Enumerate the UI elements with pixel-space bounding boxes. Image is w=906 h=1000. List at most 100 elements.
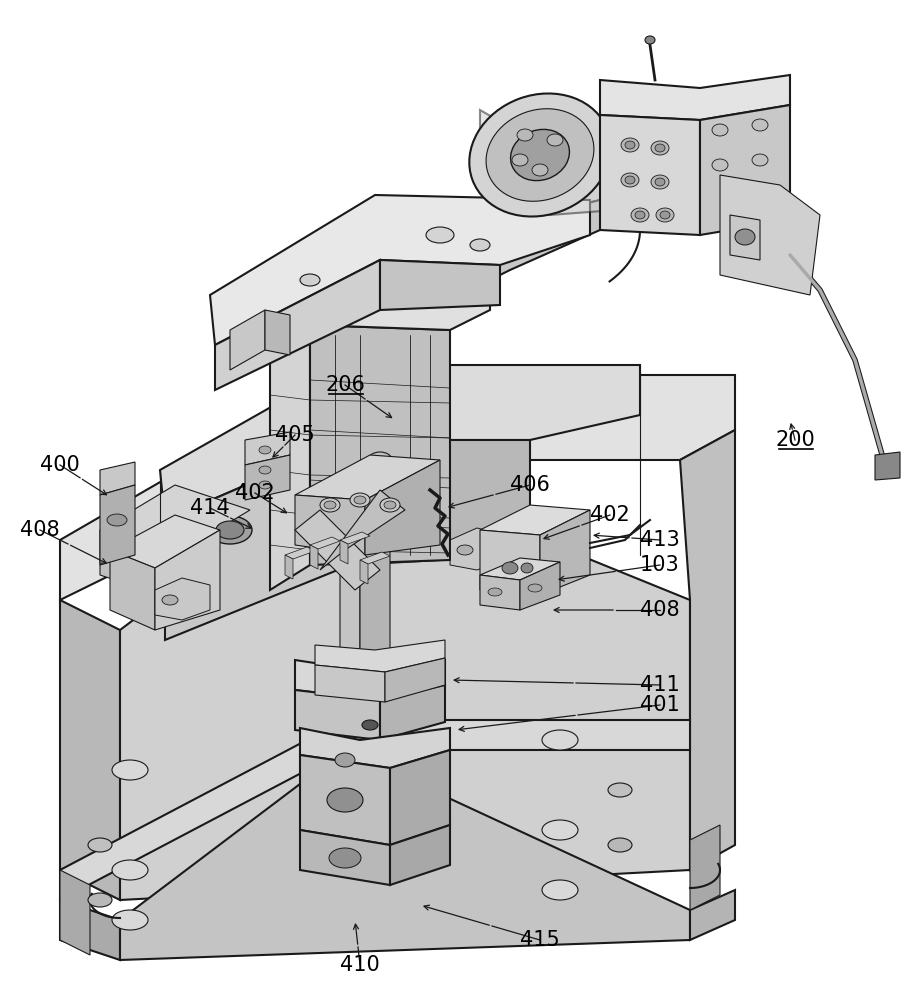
Ellipse shape xyxy=(380,498,400,512)
Polygon shape xyxy=(160,365,640,520)
Polygon shape xyxy=(690,890,735,940)
Ellipse shape xyxy=(112,760,148,780)
Ellipse shape xyxy=(368,452,392,468)
Polygon shape xyxy=(60,900,120,960)
Polygon shape xyxy=(100,462,135,495)
Polygon shape xyxy=(155,530,220,630)
Text: 410: 410 xyxy=(340,955,380,975)
Polygon shape xyxy=(110,515,220,568)
Ellipse shape xyxy=(512,154,528,166)
Ellipse shape xyxy=(88,838,112,852)
Text: 405: 405 xyxy=(275,425,315,445)
Polygon shape xyxy=(310,325,450,565)
Polygon shape xyxy=(285,547,315,559)
Ellipse shape xyxy=(528,584,542,592)
Ellipse shape xyxy=(752,154,768,166)
Polygon shape xyxy=(340,545,360,665)
Text: 200: 200 xyxy=(776,430,814,450)
Polygon shape xyxy=(295,690,380,740)
Polygon shape xyxy=(690,155,720,210)
Polygon shape xyxy=(600,115,700,235)
Ellipse shape xyxy=(162,595,178,605)
Polygon shape xyxy=(480,505,590,535)
Text: 415: 415 xyxy=(520,930,560,950)
Ellipse shape xyxy=(735,229,755,245)
Polygon shape xyxy=(120,460,690,900)
Ellipse shape xyxy=(547,134,563,146)
Polygon shape xyxy=(245,432,290,465)
Ellipse shape xyxy=(362,720,378,730)
Polygon shape xyxy=(295,660,445,700)
Polygon shape xyxy=(315,665,385,702)
Polygon shape xyxy=(155,578,210,620)
Ellipse shape xyxy=(631,208,649,222)
Ellipse shape xyxy=(608,783,632,797)
Text: 402: 402 xyxy=(590,505,630,525)
Ellipse shape xyxy=(660,211,670,219)
Ellipse shape xyxy=(335,753,355,767)
Ellipse shape xyxy=(112,860,148,880)
Polygon shape xyxy=(100,530,175,600)
Ellipse shape xyxy=(655,178,665,186)
Ellipse shape xyxy=(521,563,533,573)
Ellipse shape xyxy=(426,227,454,243)
Ellipse shape xyxy=(656,208,674,222)
Ellipse shape xyxy=(511,129,570,181)
Ellipse shape xyxy=(208,516,252,544)
Polygon shape xyxy=(875,452,900,480)
Polygon shape xyxy=(230,310,265,370)
Polygon shape xyxy=(110,550,155,630)
Text: 411: 411 xyxy=(641,675,680,695)
Text: 402: 402 xyxy=(236,483,275,503)
Ellipse shape xyxy=(645,36,655,44)
Ellipse shape xyxy=(532,164,548,176)
Ellipse shape xyxy=(488,588,502,596)
Polygon shape xyxy=(360,545,390,665)
Ellipse shape xyxy=(625,176,635,184)
Polygon shape xyxy=(215,260,380,390)
Text: 400: 400 xyxy=(40,455,80,475)
Polygon shape xyxy=(350,440,530,565)
Polygon shape xyxy=(365,460,440,555)
Polygon shape xyxy=(285,555,293,579)
Polygon shape xyxy=(320,490,405,570)
Polygon shape xyxy=(690,825,720,910)
Text: 413: 413 xyxy=(641,530,680,550)
Polygon shape xyxy=(480,110,615,215)
Polygon shape xyxy=(315,640,445,672)
Polygon shape xyxy=(270,325,310,590)
Polygon shape xyxy=(390,750,450,845)
Ellipse shape xyxy=(621,138,639,152)
Polygon shape xyxy=(480,558,560,580)
Polygon shape xyxy=(470,155,690,235)
Ellipse shape xyxy=(300,274,320,286)
Ellipse shape xyxy=(752,119,768,131)
Ellipse shape xyxy=(487,109,594,201)
Ellipse shape xyxy=(517,129,533,141)
Polygon shape xyxy=(720,175,820,295)
Ellipse shape xyxy=(107,514,127,526)
Ellipse shape xyxy=(608,838,632,852)
Polygon shape xyxy=(380,685,445,740)
Ellipse shape xyxy=(651,141,669,155)
Ellipse shape xyxy=(88,893,112,907)
Polygon shape xyxy=(295,495,365,555)
Polygon shape xyxy=(300,728,450,768)
Polygon shape xyxy=(210,195,590,345)
Polygon shape xyxy=(360,560,368,584)
Ellipse shape xyxy=(216,521,244,539)
Ellipse shape xyxy=(259,481,271,489)
Polygon shape xyxy=(310,537,340,549)
Polygon shape xyxy=(165,440,350,640)
Polygon shape xyxy=(100,485,250,555)
Text: 401: 401 xyxy=(641,695,680,715)
Text: 206: 206 xyxy=(325,375,365,395)
Polygon shape xyxy=(390,825,450,885)
Polygon shape xyxy=(450,528,505,570)
Ellipse shape xyxy=(625,141,635,149)
Ellipse shape xyxy=(469,93,611,217)
Polygon shape xyxy=(480,575,520,610)
Polygon shape xyxy=(60,870,90,955)
Ellipse shape xyxy=(712,124,728,136)
Polygon shape xyxy=(120,750,690,960)
